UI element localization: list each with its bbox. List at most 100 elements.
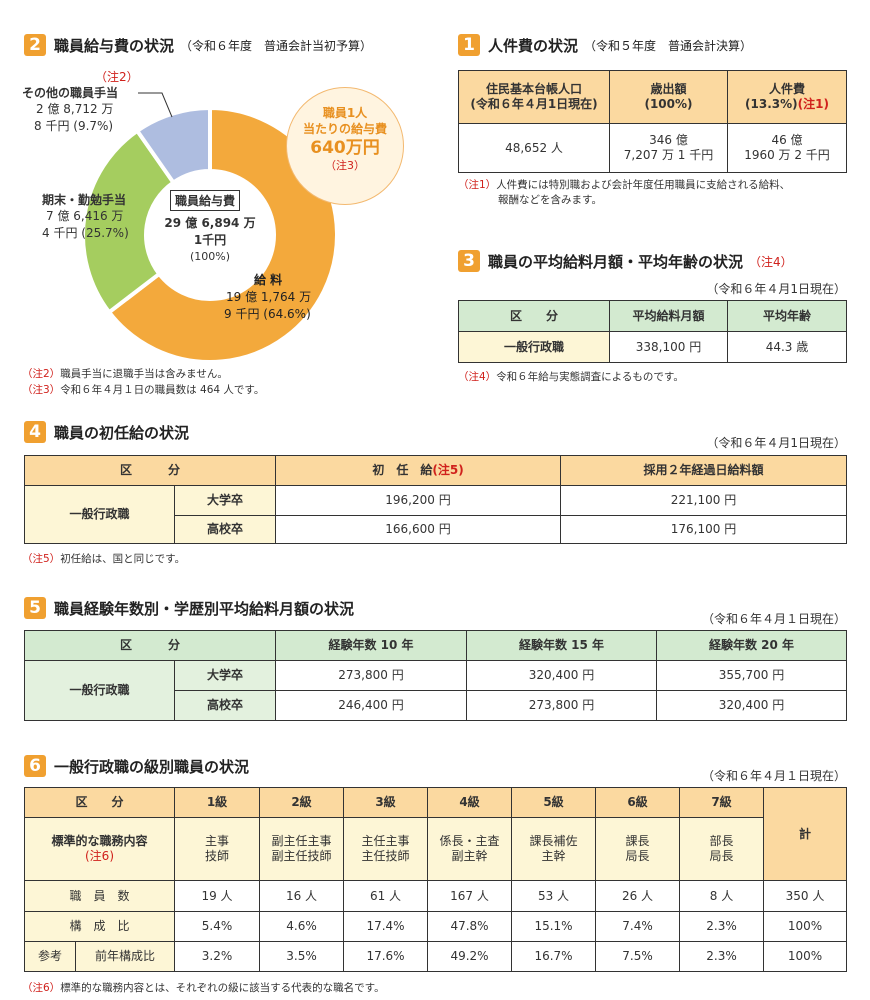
note-5: （注5）初任給は、国と同じです。 bbox=[22, 553, 186, 565]
ratio-cell: 4.6% bbox=[259, 911, 345, 942]
as-of-date: （令和６年４月1日現在） bbox=[706, 436, 846, 450]
title-text: 職員経験年数別・学歴別平均給料月額の状況 bbox=[54, 599, 355, 618]
per-line1: 職員1人 bbox=[322, 106, 368, 120]
section-1-title: 1 人件費の状況 （令和５年度 普通会計決算） bbox=[458, 34, 752, 56]
grade-header: 5級 bbox=[511, 787, 597, 818]
population-value: 48,652 人 bbox=[458, 123, 610, 173]
salary-amount2: 9 千円 (64.6%) bbox=[224, 307, 311, 321]
note-tag: （注2） bbox=[22, 368, 61, 380]
grade-header: 1級 bbox=[174, 787, 261, 818]
duty-cell: 主事 技師 bbox=[174, 817, 261, 881]
monthly-value: 338,100 円 bbox=[609, 331, 728, 363]
center-amount: 29 億 6,894 万 bbox=[164, 216, 256, 230]
per-note: （注3） bbox=[325, 159, 365, 173]
other-label: その他の職員手当 bbox=[22, 86, 119, 100]
section-number-badge: 6 bbox=[24, 755, 46, 777]
count-cell: 8 人 bbox=[679, 880, 765, 912]
ratio-cell: 2.3% bbox=[679, 911, 765, 942]
per-person-callout: 職員1人 当たりの給与費 640万円 （注3） bbox=[286, 87, 404, 205]
prev-ratio-cell: 17.6% bbox=[343, 941, 429, 972]
personnel-cost-table: 住民基本台帳人口 (令和６年４月1日現在) 歳出額 (100%) 人件費 (13.3%… bbox=[458, 70, 847, 173]
ratio-cell: 15.1% bbox=[511, 911, 597, 942]
age-value: 44.3 歳 bbox=[727, 331, 847, 363]
header-category: 区 分 bbox=[458, 300, 610, 332]
leader-line bbox=[138, 92, 173, 118]
section-number-badge: 5 bbox=[24, 597, 46, 619]
ratio-cell: 47.8% bbox=[427, 911, 513, 942]
starting-salary-table: 区 分初 任 給(注5) 採用２年経過日給料額 一般行政職 大学卒 196,200 円… bbox=[23, 455, 848, 544]
donut-slice-2 bbox=[134, 105, 212, 186]
title-text: 一般行政職の級別職員の状況 bbox=[54, 757, 250, 776]
donut-slice-1 bbox=[81, 128, 177, 316]
title-text: 職員の初任給の状況 bbox=[54, 423, 190, 442]
header-personnel: 人件費 (13.3%)(注1) bbox=[727, 70, 847, 124]
title-sub: （令和６年度 普通会計当初予算） bbox=[180, 38, 373, 53]
count-cell: 26 人 bbox=[595, 880, 681, 912]
title-text: 職員給与費の状況 bbox=[54, 36, 175, 55]
duty-cell: 課長補佐 主幹 bbox=[511, 817, 597, 881]
duty-cell: 課長 局長 bbox=[595, 817, 681, 881]
salary-amount: 19 億 1,764 万 bbox=[226, 290, 312, 304]
note-3: （注3）令和６年４月１日の職員数は 464 人です。 bbox=[22, 382, 264, 397]
section-number-badge: 1 bbox=[458, 34, 480, 56]
note-1: （注1）人件費には特別職および会計年度任用職員に支給される給料、 報酬などを含みま… bbox=[458, 179, 791, 207]
row-label: 大学卒 bbox=[173, 485, 277, 516]
other-amount2: 8 千円 (9.7%) bbox=[34, 119, 114, 133]
prev-ratio-cell: 2.3% bbox=[679, 941, 765, 972]
bonus-label: 期末・勤勉手当 bbox=[42, 193, 127, 207]
as-of-date: （令和６年４月1日現在） bbox=[706, 282, 846, 296]
count-cell: 53 人 bbox=[511, 880, 597, 912]
section-4-title: 4 職員の初任給の状況 bbox=[24, 421, 189, 443]
other-amount: 2 億 8,712 万 bbox=[36, 102, 114, 116]
salary-donut-chart bbox=[81, 92, 339, 364]
row-label: 一般行政職 bbox=[458, 331, 610, 363]
note-4: （注4）令和６年給与実態調査によるものです。 bbox=[458, 371, 684, 383]
ratio-cell: 100% bbox=[763, 911, 848, 942]
per-line2: 当たりの給与費 bbox=[302, 121, 387, 136]
grade-header: 4級 bbox=[427, 787, 513, 818]
header-after2: 採用２年経過日給料額 bbox=[560, 455, 848, 486]
center-label: 職員給与費 bbox=[170, 190, 241, 211]
count-cell: 350 人 bbox=[763, 880, 848, 912]
grade-header: 3級 bbox=[343, 787, 429, 818]
count-cell: 167 人 bbox=[427, 880, 513, 912]
category-label: 一般行政職 bbox=[24, 485, 175, 544]
title-text: 人件費の状況 bbox=[488, 36, 579, 55]
header-expenditure: 歳出額 (100%) bbox=[609, 70, 728, 124]
title-text: 職員の平均給料月額・平均年齢の状況 bbox=[488, 252, 744, 271]
prev-ratio-cell: 7.5% bbox=[595, 941, 681, 972]
grade-header: 6級 bbox=[595, 787, 681, 818]
note-text: 職員手当に退職手当は含みません。 bbox=[60, 368, 228, 380]
center-amount2: 1千円 bbox=[193, 233, 227, 247]
header-age: 平均年齢 bbox=[727, 300, 847, 332]
duty-cell: 副主任主事 副主任技師 bbox=[259, 817, 345, 881]
prev-ratio-cell: 49.2% bbox=[427, 941, 513, 972]
ratio-cell: 17.4% bbox=[343, 911, 429, 942]
header-starting: 初 任 給(注5) bbox=[275, 455, 562, 486]
ratio-cell: 5.4% bbox=[174, 911, 261, 942]
section-number-badge: 2 bbox=[24, 34, 46, 56]
grade-staff-table: 区 分 1級 2級 3級 4級 5級 6級 7級計 標準的な職務内容 (注6) 主事 技師 副主任主事… bbox=[23, 787, 848, 972]
title-sub: （令和５年度 普通会計決算） bbox=[584, 38, 753, 53]
average-salary-table: 区 分平均給料月額 平均年齢 一般行政職 338,100 円 44.3 歳 bbox=[458, 300, 847, 363]
bonus-amount2: 4 千円 (25.7%) bbox=[42, 226, 129, 240]
count-cell: 61 人 bbox=[343, 880, 429, 912]
prev-ratio-cell: 3.5% bbox=[259, 941, 345, 972]
total-header: 計 bbox=[763, 787, 848, 881]
experience-salary-table: 区 分経験年数 10 年経験年数 15 年経験年数 20 年 一般行政職 大学卒 2… bbox=[23, 630, 848, 721]
expenditure-value: 346 億 7,207 万 1 千円 bbox=[609, 123, 728, 173]
as-of-date: （令和６年４月１日現在） bbox=[701, 769, 846, 783]
category-label: 一般行政職 bbox=[24, 660, 175, 721]
section-2-title: 2 職員給与費の状況 （令和６年度 普通会計当初予算） bbox=[24, 34, 372, 56]
section-6-title: 6 一般行政職の級別職員の状況 bbox=[24, 755, 249, 777]
header-monthly: 平均給料月額 bbox=[609, 300, 728, 332]
salary-label: 給 料 bbox=[254, 273, 283, 287]
prev-ratio-cell: 16.7% bbox=[511, 941, 597, 972]
note-6: （注6）標準的な職務内容とは、それぞれの級に該当する代表的な職名です。 bbox=[22, 982, 385, 994]
prev-ratio-cell: 3.2% bbox=[174, 941, 261, 972]
title-note: （注4） bbox=[749, 254, 793, 269]
header-population: 住民基本台帳人口 (令和６年４月1日現在) bbox=[458, 70, 610, 124]
per-value: 640万円 bbox=[310, 138, 380, 159]
duty-cell: 係長・主査 副主幹 bbox=[427, 817, 513, 881]
personnel-value: 46 億 1960 万 2 千円 bbox=[727, 123, 847, 173]
